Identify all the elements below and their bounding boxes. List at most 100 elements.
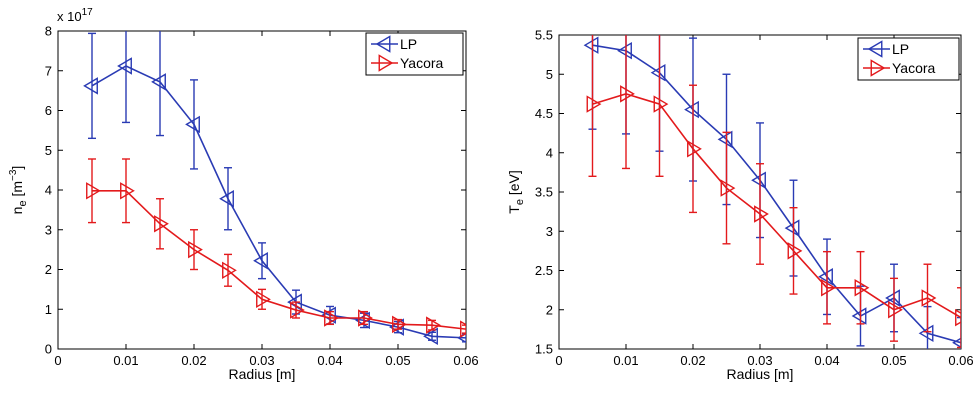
x-axis-label: Radius [m]	[229, 366, 296, 382]
error-bar	[88, 32, 96, 140]
error-bar	[88, 158, 96, 224]
legend-item-lp: LP	[371, 35, 417, 53]
error-bar	[823, 250, 831, 325]
error-bar	[224, 167, 232, 231]
data-point-marker	[324, 309, 339, 327]
series-yacora	[586, 35, 961, 349]
y-tick-label: 7	[45, 63, 52, 78]
legend-marker	[378, 54, 394, 72]
error-bar	[890, 277, 898, 342]
x-tick-label: 0.02	[181, 353, 206, 368]
data-point-marker	[392, 315, 407, 334]
data-point-marker	[586, 95, 602, 113]
y-tick-label: 6	[45, 103, 52, 118]
data-point-marker	[751, 171, 766, 189]
error-bar	[258, 288, 266, 310]
error-bar	[156, 31, 164, 137]
y-tick-label: 5	[45, 143, 52, 158]
x-tick-label: 0.06	[948, 353, 973, 368]
y-tick-label: 2.5	[535, 263, 553, 278]
y-label-subscript: e	[514, 199, 526, 205]
y-label-unit-exponent: −3	[8, 169, 19, 181]
data-point-marker	[885, 289, 900, 307]
legend-marker	[375, 35, 391, 53]
data-point-marker	[154, 215, 169, 233]
data-point-marker	[120, 182, 135, 200]
data-point-marker	[290, 301, 305, 319]
series-line	[92, 189, 466, 330]
y-label-unit: [eV]	[506, 170, 522, 199]
data-point-marker	[687, 140, 702, 158]
data-point-marker	[253, 252, 268, 270]
error-bar	[462, 324, 466, 334]
data-point-marker	[754, 205, 769, 223]
y-axis-label: Te [eV]	[506, 170, 526, 213]
x-tick-label: 0.05	[881, 353, 906, 368]
legend-marker	[870, 59, 886, 77]
data-point-marker	[617, 41, 632, 60]
error-bar	[122, 158, 130, 224]
y-tick-label: 5	[546, 67, 553, 82]
x-tick-label: 0.01	[613, 353, 638, 368]
y-multiplier-base: x 10	[57, 9, 82, 24]
data-point-marker	[717, 130, 733, 149]
x-tick-label: 0.01	[113, 353, 138, 368]
legend-item-yacora: Yacora	[863, 59, 936, 77]
x-axis-label: Radius [m]	[727, 366, 794, 382]
y-tick-label: 4	[45, 183, 52, 198]
data-point-marker	[219, 190, 234, 208]
data-point-marker	[888, 301, 903, 319]
data-point-marker	[851, 307, 867, 325]
y-tick-label: 3	[45, 222, 52, 237]
error-bar	[655, 35, 664, 178]
chart-1: 0 0.01 0.02 0.03 0.04 0.05 0.06 0 1 2 3 4 5 6 7 8 Radius…	[8, 7, 479, 382]
data-point-marker	[256, 290, 271, 309]
error-bar	[923, 263, 932, 333]
data-point-marker	[620, 85, 635, 103]
data-point-marker	[583, 36, 599, 54]
legend-box	[365, 32, 464, 76]
x-tick-label: 0.02	[680, 353, 705, 368]
plot-area	[583, 35, 961, 349]
y-label-subscript: e	[17, 200, 29, 206]
plot-area	[83, 31, 466, 346]
legend-label: LP	[400, 36, 417, 52]
error-bar	[258, 242, 266, 280]
error-bar	[156, 198, 164, 250]
data-point-marker	[854, 279, 870, 297]
x-tick-label: 0.06	[453, 353, 478, 368]
legend-label: Yacora	[400, 55, 444, 71]
legend: LP Yacora	[857, 37, 960, 81]
error-bar	[957, 316, 961, 349]
data-point-marker	[784, 219, 800, 237]
error-bar	[722, 131, 731, 245]
data-point-marker	[787, 242, 803, 260]
y-multiplier-exponent: 17	[82, 7, 94, 18]
error-bar	[292, 301, 300, 319]
y-label-unit: [m	[9, 181, 25, 200]
data-point-marker	[117, 57, 132, 75]
x-tick-label: 0	[54, 353, 61, 368]
y-tick-label: 2	[546, 302, 553, 317]
y-tick-label: 3.5	[535, 185, 553, 200]
data-point-marker	[222, 261, 237, 280]
data-point-marker	[86, 182, 101, 200]
x-tick-label: 0.04	[814, 353, 839, 368]
error-bar	[789, 206, 798, 295]
legend-label: Yacora	[892, 60, 936, 76]
data-point-marker	[423, 327, 438, 346]
legend-item-yacora: Yacora	[371, 54, 444, 72]
x-tick-label: 0.04	[317, 353, 342, 368]
error-bar	[462, 333, 466, 343]
error-bar	[957, 287, 961, 349]
data-point-marker	[955, 308, 961, 327]
y-axis-label: ne [m−3]	[8, 166, 29, 215]
series-lp	[83, 31, 466, 346]
error-bar	[122, 31, 130, 124]
legend: LP Yacora	[365, 32, 464, 76]
y-tick-label: 0	[45, 342, 52, 357]
data-point-marker	[653, 95, 669, 113]
data-point-marker	[650, 63, 666, 82]
y-tick-label: 1.5	[535, 342, 553, 357]
